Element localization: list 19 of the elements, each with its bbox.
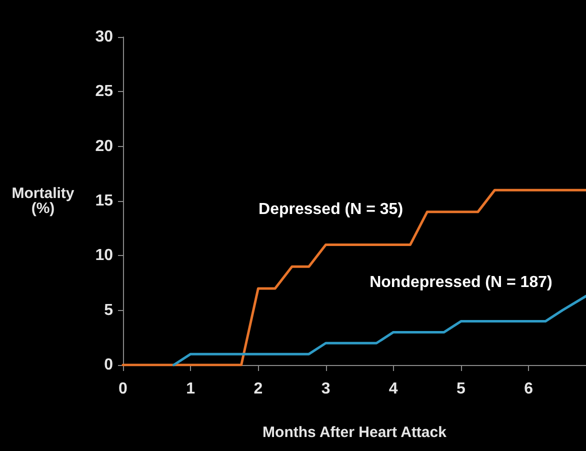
- series-label: Depressed (N = 35): [258, 201, 404, 218]
- y-tick-label: 20: [95, 138, 114, 155]
- line-series: [172, 294, 586, 366]
- x-tick-label: 4: [388, 380, 398, 398]
- y-axis-title: Mortality (%): [12, 185, 75, 217]
- y-tick-label: 10: [95, 247, 114, 264]
- y-tick-label: 15: [95, 192, 114, 210]
- y-tick-label: 25: [95, 83, 114, 100]
- x-tick-label: 0: [118, 380, 128, 398]
- x-tick-label: 2: [254, 380, 263, 398]
- x-tick-label: 6: [524, 380, 534, 398]
- y-tick-label: 0: [104, 356, 114, 374]
- x-tick-label: 5: [456, 380, 466, 398]
- x-tick-label: 3: [321, 380, 330, 398]
- y-tick-label: 5: [104, 302, 114, 319]
- series-label: Nondepressed (N = 187): [370, 274, 552, 291]
- x-axis-title: Months After Heart Attack: [262, 424, 448, 441]
- y-tick-label: 30: [95, 28, 114, 46]
- x-tick-label: 1: [186, 380, 196, 398]
